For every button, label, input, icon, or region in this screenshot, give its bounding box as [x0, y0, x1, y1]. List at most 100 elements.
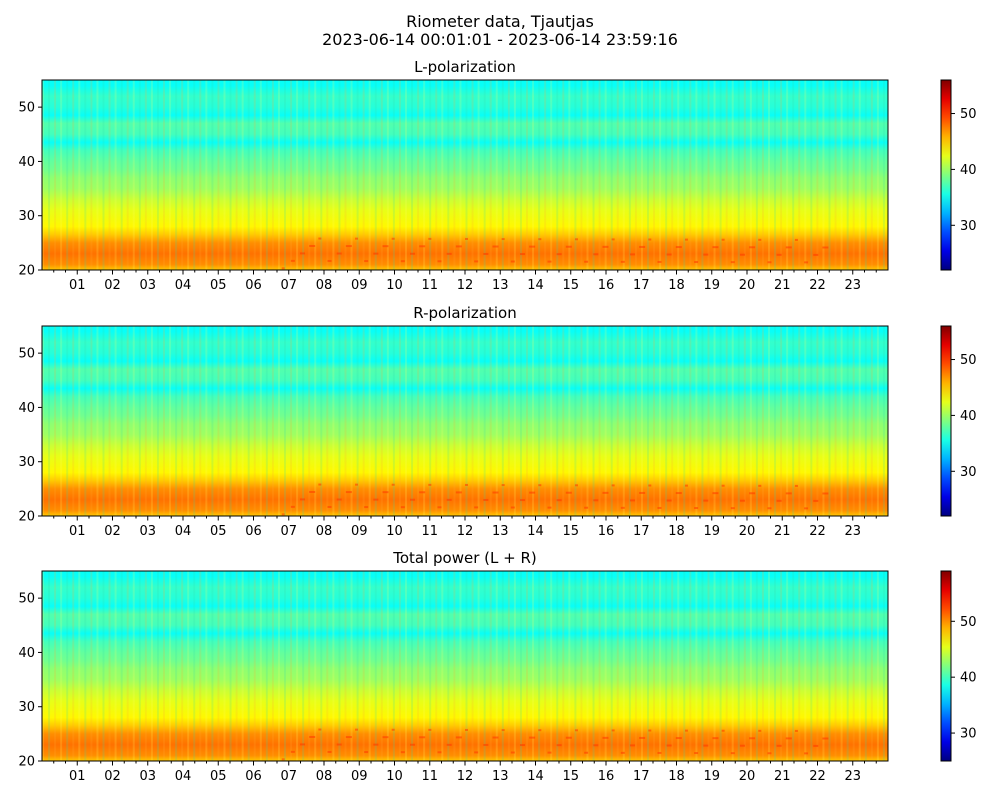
heatmap-texture: [42, 571, 885, 761]
y-tick-label: 20: [18, 755, 35, 770]
colorbar-tick-label: 30: [960, 727, 977, 742]
y-tick-label: 30: [18, 209, 35, 224]
x-tick-label: 22: [809, 278, 826, 293]
colorbar: [940, 325, 952, 517]
x-tick-label: 20: [739, 769, 756, 784]
x-tick-label: 07: [280, 278, 297, 293]
x-tick-label: 15: [562, 278, 579, 293]
x-tick-label: 22: [809, 769, 826, 784]
x-tick-label: 12: [457, 524, 474, 539]
x-tick-label: 18: [668, 524, 685, 539]
x-tick-label: 14: [527, 278, 544, 293]
heatmap-texture: [42, 80, 885, 270]
x-tick-label: 23: [844, 769, 861, 784]
colorbar-tick-label: 30: [960, 219, 977, 234]
x-tick-label: 05: [210, 524, 227, 539]
x-tick-label: 02: [104, 524, 121, 539]
y-tick-label: 40: [18, 646, 35, 661]
x-tick-label: 12: [457, 278, 474, 293]
colorbar-tick-label: 50: [960, 107, 977, 122]
x-tick-label: 23: [844, 524, 861, 539]
panel-1: L-polarization 20 30 40 50 01 02 03 04 05 06 07 08 09…: [18, 58, 976, 293]
colorbar-tick-label: 30: [960, 465, 977, 480]
y-tick-label: 20: [18, 510, 35, 525]
y-tick-label: 30: [18, 700, 35, 715]
x-tick-label: 06: [245, 524, 262, 539]
colorbar-tick-label: 50: [960, 353, 977, 368]
colorbar: [940, 79, 952, 271]
x-tick-label: 20: [739, 524, 756, 539]
y-tick-label: 50: [18, 347, 35, 362]
x-tick-label: 16: [598, 524, 615, 539]
x-tick-label: 17: [633, 524, 650, 539]
x-tick-label: 21: [774, 524, 791, 539]
x-tick-label: 13: [492, 769, 509, 784]
x-tick-label: 16: [598, 278, 615, 293]
x-tick-label: 15: [562, 769, 579, 784]
x-tick-label: 11: [421, 278, 438, 293]
heatmap-hotspots: [281, 483, 829, 516]
x-tick-label: 08: [316, 278, 333, 293]
x-tick-label: 21: [774, 278, 791, 293]
colorbar: [940, 570, 952, 762]
x-tick-label: 14: [527, 524, 544, 539]
x-tick-label: 01: [69, 524, 86, 539]
figure-subtitle: 2023-06-14 00:01:01 - 2023-06-14 23:59:1…: [322, 30, 678, 49]
x-tick-label: 09: [351, 278, 368, 293]
x-tick-label: 07: [280, 769, 297, 784]
colorbar-tick-label: 50: [960, 615, 977, 630]
x-tick-label: 04: [175, 278, 192, 293]
heatmap-texture: [42, 326, 885, 516]
x-tick-label: 19: [703, 769, 720, 784]
x-tick-label: 12: [457, 769, 474, 784]
y-tick-label: 40: [18, 401, 35, 416]
colorbar-tick-label: 40: [960, 671, 977, 686]
heatmap-body: [42, 571, 888, 761]
x-tick-label: 23: [844, 278, 861, 293]
colorbar-tick-label: 40: [960, 409, 977, 424]
heatmap-body: [42, 326, 888, 516]
x-tick-label: 16: [598, 769, 615, 784]
x-tick-label: 13: [492, 278, 509, 293]
x-tick-label: 09: [351, 769, 368, 784]
x-tick-label: 11: [421, 769, 438, 784]
y-tick-label: 50: [18, 101, 35, 116]
panel-title: Total power (L + R): [392, 549, 537, 567]
y-tick-label: 20: [18, 264, 35, 279]
x-tick-label: 13: [492, 524, 509, 539]
x-tick-label: 02: [104, 278, 121, 293]
x-tick-label: 01: [69, 278, 86, 293]
x-tick-label: 03: [139, 769, 156, 784]
x-tick-label: 03: [139, 524, 156, 539]
x-tick-label: 08: [316, 524, 333, 539]
x-tick-label: 02: [104, 769, 121, 784]
x-tick-label: 04: [175, 524, 192, 539]
y-tick-label: 30: [18, 455, 35, 470]
x-tick-label: 06: [245, 278, 262, 293]
panel-title: L-polarization: [414, 58, 516, 76]
x-tick-label: 03: [139, 278, 156, 293]
x-tick-label: 08: [316, 769, 333, 784]
x-tick-label: 05: [210, 769, 227, 784]
x-tick-label: 10: [386, 524, 403, 539]
heatmap-body: [42, 80, 888, 270]
x-tick-label: 21: [774, 769, 791, 784]
x-tick-label: 10: [386, 278, 403, 293]
heatmap-hotspots: [281, 728, 829, 761]
colorbar-tick-label: 40: [960, 163, 977, 178]
x-tick-label: 22: [809, 524, 826, 539]
figure-title: Riometer data, Tjautjas: [406, 12, 594, 31]
x-tick-label: 20: [739, 278, 756, 293]
x-tick-label: 11: [421, 524, 438, 539]
y-tick-label: 40: [18, 155, 35, 170]
y-tick-label: 50: [18, 592, 35, 607]
panel-3: Total power (L + R) 20 30 40 50 01 02 03 04 05 06 0…: [18, 549, 976, 784]
x-tick-label: 19: [703, 524, 720, 539]
x-tick-label: 15: [562, 524, 579, 539]
x-tick-label: 05: [210, 278, 227, 293]
x-tick-label: 10: [386, 769, 403, 784]
heatmap-hotspots: [281, 237, 829, 270]
x-tick-label: 14: [527, 769, 544, 784]
panel-title: R-polarization: [413, 304, 516, 322]
